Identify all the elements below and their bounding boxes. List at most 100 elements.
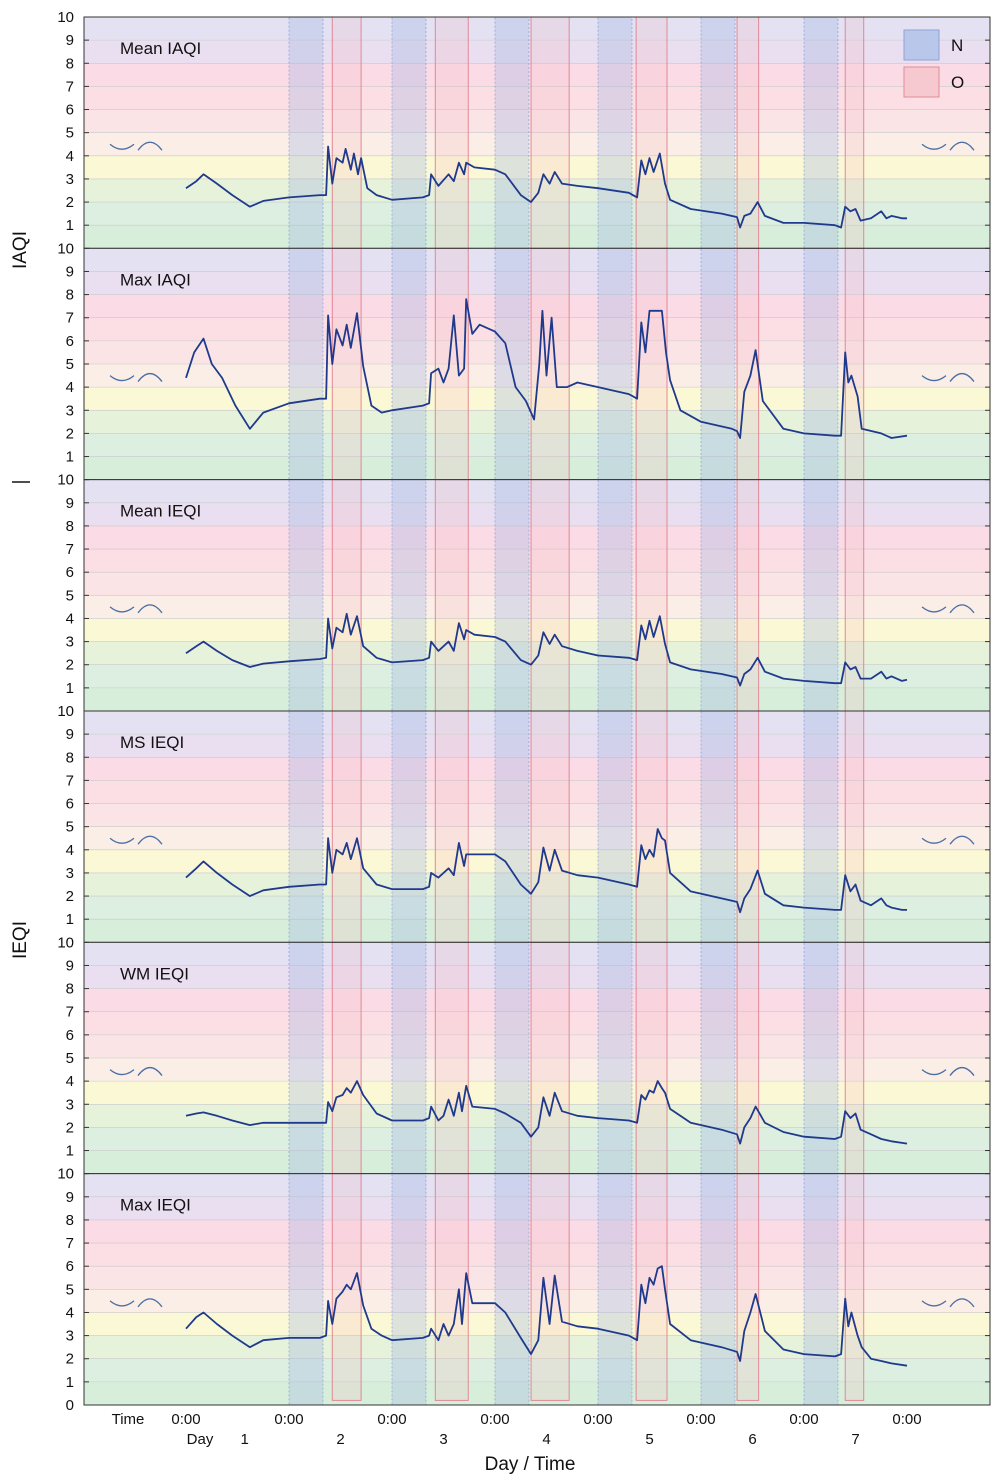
night-period xyxy=(288,942,324,1174)
y-tick-label: 9 xyxy=(66,1189,74,1206)
night-period xyxy=(494,248,530,480)
score-band xyxy=(84,1243,990,1267)
x-time-tick: 0:00 xyxy=(892,1411,921,1428)
score-band xyxy=(84,1196,990,1220)
cycle-icon xyxy=(921,837,947,844)
y-tick-label: 10 xyxy=(57,1166,74,1183)
occupied-period xyxy=(331,1173,362,1401)
score-band xyxy=(84,1011,990,1035)
score-band xyxy=(84,271,990,295)
cycle-icon xyxy=(109,837,135,844)
score-band xyxy=(84,340,990,364)
y-tick-label: 5 xyxy=(66,125,74,142)
night-period xyxy=(391,1173,427,1406)
score-band xyxy=(84,317,990,341)
night-period xyxy=(494,479,530,712)
cycle-icon xyxy=(137,835,163,845)
occupied-period xyxy=(331,16,362,249)
y-tick-label: 1 xyxy=(66,1374,74,1391)
y-tick-label: 9 xyxy=(66,495,74,512)
panel-label: Max IEQI xyxy=(120,1196,191,1215)
night-period xyxy=(700,1173,736,1406)
y-tick-label: 1 xyxy=(66,217,74,234)
panel-label: Mean IEQI xyxy=(120,502,201,521)
score-band xyxy=(84,919,990,943)
score-band xyxy=(84,525,990,550)
score-band xyxy=(84,410,990,434)
y-tick-label: 9 xyxy=(66,263,74,280)
score-band xyxy=(84,155,990,179)
y-tick-label: 10 xyxy=(57,934,74,951)
x-tick-labels: 0:00 0:00 0:00 0:00 0:00 0:00 0:00 0:00 1 2 3 4 5 6 7 xyxy=(171,1411,921,1448)
legend-label: N xyxy=(951,36,963,55)
score-band xyxy=(84,63,990,87)
occupied-period xyxy=(844,479,865,712)
y-tick-label: 0 xyxy=(66,1397,74,1414)
y-group-labels: IAQI | IEQI xyxy=(10,231,31,959)
score-band xyxy=(84,595,990,619)
night-period xyxy=(700,248,736,480)
y-tick-label: 4 xyxy=(66,1304,74,1321)
occupied-period xyxy=(635,16,668,249)
occupied-period xyxy=(434,247,469,481)
y-tick-label: 6 xyxy=(66,796,74,813)
series-line xyxy=(185,828,907,914)
panel-mean-ieqi: 1 2 3 4 5 6 7 8 9 10 Mean IEQI xyxy=(57,472,991,712)
score-band xyxy=(84,803,990,827)
cycle-icon xyxy=(949,604,975,614)
cycle-icon xyxy=(921,1069,947,1076)
y-tick-label: 5 xyxy=(66,1050,74,1067)
x-time-tick: 0:00 xyxy=(377,1411,406,1428)
cycle-icon xyxy=(137,1298,163,1308)
y-tick-label: 3 xyxy=(66,634,74,651)
panel-mean-iaqi: 1 2 3 4 5 6 7 8 9 10 Mean IAQI xyxy=(57,9,991,249)
y-tick-label: 7 xyxy=(66,541,74,558)
occupied-period xyxy=(331,479,362,712)
occupied-period xyxy=(736,710,760,943)
score-band xyxy=(84,86,990,110)
occupied-period xyxy=(635,479,668,712)
score-band xyxy=(84,965,990,989)
y-tick-label: 8 xyxy=(66,287,74,304)
x-time-tick: 0:00 xyxy=(583,1411,612,1428)
panel-max-ieqi: 1 2 3 4 5 6 7 8 9 10 0 Max IEQI xyxy=(57,1166,991,1414)
y-tick-label: 5 xyxy=(66,356,74,373)
score-band xyxy=(84,17,990,41)
x-time-tick: 0:00 xyxy=(686,1411,715,1428)
score-band xyxy=(84,433,990,457)
occupied-period xyxy=(530,247,570,481)
occupied-period xyxy=(736,941,760,1175)
night-period xyxy=(391,710,427,943)
night-period xyxy=(803,1173,839,1406)
night-period xyxy=(597,479,633,712)
occupied-period xyxy=(434,16,469,249)
occupied-period xyxy=(844,247,865,481)
score-band xyxy=(84,988,990,1012)
score-band xyxy=(84,1173,990,1197)
panel-max-iaqi: 1 2 3 4 5 6 7 8 9 10 Max IAQI xyxy=(57,240,991,481)
x-day-tick: 3 xyxy=(439,1431,447,1448)
score-band xyxy=(84,1034,990,1058)
score-band xyxy=(84,40,990,64)
y-tick-label: 3 xyxy=(66,402,74,419)
occupied-period xyxy=(331,941,362,1175)
series-line xyxy=(185,145,907,229)
occupied-period xyxy=(635,941,668,1175)
series-line xyxy=(185,298,908,439)
legend: NO xyxy=(903,29,964,98)
occupied-period xyxy=(635,710,668,943)
cycle-icon xyxy=(921,143,947,150)
series-line xyxy=(185,1080,908,1145)
night-period xyxy=(597,1173,633,1406)
score-band xyxy=(84,849,990,873)
night-period xyxy=(597,16,633,249)
series-line xyxy=(185,612,908,687)
y-tick-label: 6 xyxy=(66,333,74,350)
y-tick-label: 6 xyxy=(66,102,74,119)
occupied-period xyxy=(635,247,668,481)
night-period xyxy=(597,710,633,943)
occupied-period xyxy=(434,479,469,712)
score-band xyxy=(84,1358,990,1382)
score-band xyxy=(84,826,990,850)
cycle-icon xyxy=(137,1066,163,1076)
